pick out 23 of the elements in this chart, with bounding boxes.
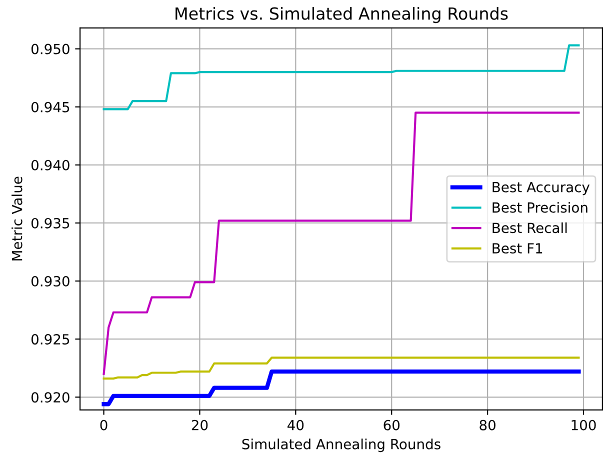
line-series	[102, 370, 581, 406]
y-tick-label: 0.920	[31, 392, 70, 403]
line-series	[102, 356, 580, 380]
legend-label: Best Recall	[492, 222, 567, 234]
chart-title: Metrics vs. Simulated Annealing Rounds	[176, 6, 508, 24]
legend-label: Best Accuracy	[492, 182, 590, 196]
legend-label: Best F1	[492, 243, 542, 254]
x-axis-title: Simulated Annealing Rounds	[242, 438, 440, 452]
x-tick-label: 0	[100, 420, 108, 430]
line-series	[102, 44, 580, 110]
x-tick-label: 60	[384, 420, 400, 430]
y-tick-label: 0.940	[31, 160, 70, 170]
y-tick-label: 0.930	[31, 276, 70, 287]
x-tick-label: 100	[572, 420, 596, 430]
x-tick-label: 40	[288, 420, 304, 430]
y-axis-title: Metric Value	[12, 176, 22, 260]
x-tick-label: 20	[192, 420, 208, 430]
y-tick-label: 0.925	[31, 334, 70, 345]
y-tick-label: 0.950	[31, 44, 70, 54]
y-tick-label: 0.945	[31, 102, 70, 112]
legend-label: Best Precision	[492, 202, 588, 213]
y-tick-label: 0.935	[31, 218, 70, 228]
x-tick-label: 80	[480, 420, 496, 430]
